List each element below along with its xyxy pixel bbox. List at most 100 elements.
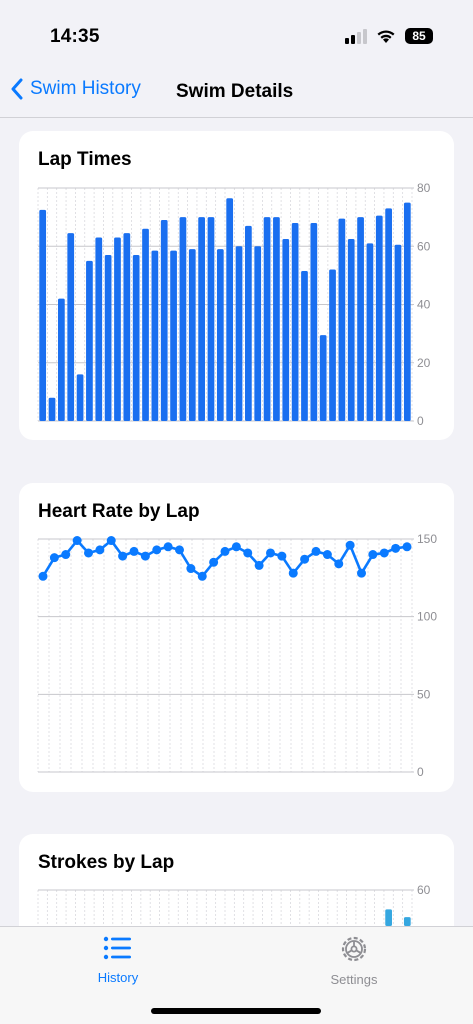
bar xyxy=(86,260,93,421)
data-point xyxy=(140,551,150,561)
data-point xyxy=(84,548,93,558)
bar xyxy=(39,209,47,421)
bar xyxy=(235,246,243,421)
navigation-bar: Swim History Swim Details xyxy=(0,70,473,118)
bar xyxy=(366,243,374,421)
data-point xyxy=(38,571,48,581)
bar xyxy=(338,218,346,421)
tab-settings-label: Settings xyxy=(330,972,378,987)
bar xyxy=(403,917,411,926)
bar xyxy=(48,397,56,421)
bar xyxy=(198,217,205,421)
bar xyxy=(170,250,177,421)
data-point xyxy=(61,550,71,560)
y-tick-label: 40 xyxy=(417,298,431,312)
status-time: 14:35 xyxy=(50,26,100,47)
y-tick-label: 100 xyxy=(417,610,437,624)
bar xyxy=(394,244,402,421)
data-point xyxy=(163,542,173,552)
y-tick-label: 80 xyxy=(417,181,431,195)
bar xyxy=(76,374,84,421)
bar xyxy=(179,217,187,421)
data-point xyxy=(288,568,298,578)
gear-icon xyxy=(341,936,367,962)
tab-bar: History Settings xyxy=(0,926,473,1024)
data-point xyxy=(368,550,378,560)
data-point xyxy=(106,536,116,546)
data-point xyxy=(129,546,139,556)
home-indicator xyxy=(151,1008,321,1014)
bar xyxy=(319,335,327,421)
tab-history[interactable]: History xyxy=(58,935,178,985)
battery-icon: 85 xyxy=(405,28,433,44)
status-bar: 14:35 85 xyxy=(0,0,473,70)
data-point xyxy=(300,554,310,564)
heart-rate-chart: 0 50 100 150 xyxy=(37,532,437,779)
data-point xyxy=(243,548,253,558)
data-point xyxy=(322,550,332,560)
chevron-left-icon xyxy=(11,78,23,100)
bar xyxy=(282,238,290,421)
bar xyxy=(104,254,112,421)
bar xyxy=(310,222,318,421)
data-point xyxy=(118,551,128,561)
y-tick-label: 0 xyxy=(417,765,424,779)
bar xyxy=(151,250,159,421)
bar xyxy=(207,217,215,421)
data-point xyxy=(152,545,162,555)
bar xyxy=(216,249,224,421)
data-point xyxy=(266,548,275,558)
bar xyxy=(357,217,364,421)
strokes-chart: 60 xyxy=(37,883,431,926)
data-point xyxy=(186,564,196,574)
y-tick-label: 60 xyxy=(417,239,431,253)
tab-history-label: History xyxy=(97,970,139,985)
data-point xyxy=(345,540,355,550)
data-point xyxy=(334,559,344,569)
bar xyxy=(385,909,392,926)
lap-times-chart: 0 20 40 60 80 xyxy=(37,181,431,428)
bar xyxy=(67,233,75,421)
data-point xyxy=(277,551,287,561)
back-button[interactable]: Swim History xyxy=(10,78,141,100)
y-tick-label: 20 xyxy=(417,356,431,370)
bar xyxy=(329,269,336,421)
bar xyxy=(301,271,308,421)
status-icons: 85 xyxy=(345,28,433,44)
lap-times-card: Lap Times 0 20 40 60 80 xyxy=(19,131,454,440)
strokes-title: Strokes by Lap xyxy=(38,852,175,873)
list-icon xyxy=(103,936,131,960)
bar xyxy=(226,198,234,421)
bar xyxy=(403,202,411,421)
data-point xyxy=(311,546,321,556)
bar xyxy=(245,225,252,421)
y-tick-label: 60 xyxy=(417,883,431,897)
y-tick-label: 0 xyxy=(417,414,424,428)
bar xyxy=(95,237,103,421)
back-button-label: Swim History xyxy=(30,78,141,99)
bar xyxy=(385,208,392,421)
tab-settings[interactable]: Settings xyxy=(294,935,414,987)
bar xyxy=(123,233,131,421)
bar xyxy=(375,215,383,421)
bar xyxy=(188,249,196,421)
data-point xyxy=(254,560,264,570)
data-point xyxy=(402,542,412,552)
data-point xyxy=(220,546,230,556)
bar xyxy=(347,238,355,421)
bar xyxy=(273,217,280,421)
y-tick-label: 150 xyxy=(417,532,437,546)
page-title: Swim Details xyxy=(176,81,294,102)
bar xyxy=(160,220,168,421)
heart-rate-card: Heart Rate by Lap 0 50 100 150 xyxy=(19,483,454,792)
cellular-signal-icon xyxy=(345,28,367,44)
bar xyxy=(114,237,121,421)
lap-times-title: Lap Times xyxy=(38,149,132,170)
bar xyxy=(58,298,65,421)
bar xyxy=(142,228,149,421)
bar xyxy=(263,217,271,421)
data-point xyxy=(231,542,241,552)
bar xyxy=(132,254,140,421)
data-point xyxy=(95,545,105,555)
bar xyxy=(291,222,299,421)
